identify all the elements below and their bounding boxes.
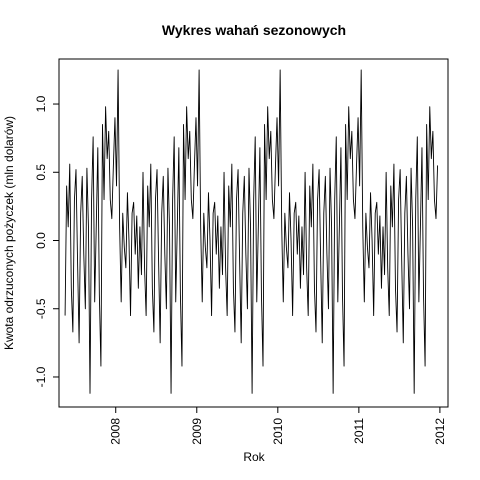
- x-tick-label: 2011: [352, 418, 366, 444]
- y-tick-label: 0.0: [34, 232, 48, 249]
- y-tick-label: 0.5: [34, 164, 48, 181]
- chart-title: Wykres wahań sezonowych: [162, 22, 346, 38]
- y-axis: -1.0 -0.5 0.0 0.5 1.0: [34, 95, 59, 387]
- x-tick-label: 2009: [190, 418, 204, 445]
- y-tick-label: 1.0: [34, 95, 48, 112]
- x-axis-label: Rok: [243, 450, 265, 464]
- x-tick-label: 2012: [433, 418, 447, 445]
- y-tick-label: -0.5: [34, 298, 48, 319]
- series-line: [64, 69, 439, 394]
- x-tick-label: 2010: [271, 418, 285, 445]
- x-axis: 2008 2009 2010 2011 2012: [109, 407, 447, 445]
- x-tick-label: 2008: [109, 418, 123, 445]
- y-tick-label: -1.0: [34, 366, 48, 387]
- plot-frame: [58, 58, 449, 408]
- y-axis-label: Kwota odrzuconych pożyczek (mln dolarów): [2, 116, 16, 350]
